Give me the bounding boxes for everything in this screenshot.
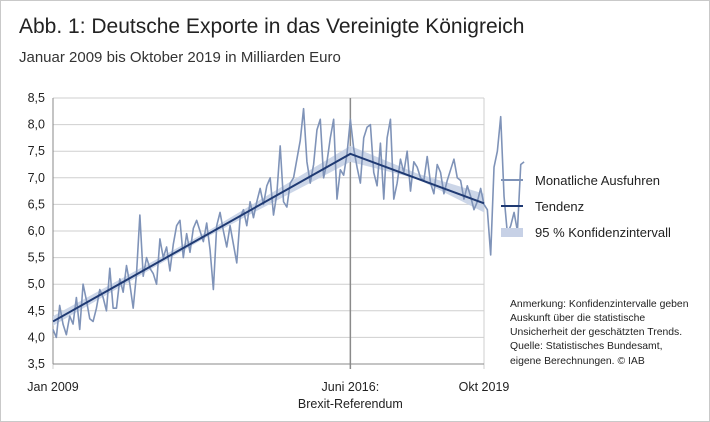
monthly-exports-line <box>52 107 525 339</box>
note-line: eigene Berechnungen. © IAB <box>510 355 645 367</box>
y-tick-label: 4,0 <box>28 330 45 344</box>
legend-label-monthly: Monatliche Ausfuhren <box>535 172 661 188</box>
y-tick-label: 6,0 <box>28 224 45 238</box>
legend-label-ci: 95 % Konfidenzintervall <box>535 224 671 240</box>
y-tick-label: 8,0 <box>28 118 45 132</box>
y-tick-label: 5,0 <box>28 277 45 291</box>
legend-swatch-monthly <box>501 179 523 181</box>
chart-note: Anmerkung: Konfidenzintervalle geben Aus… <box>510 298 705 369</box>
x-tick-label: Jan 2009 <box>27 380 78 394</box>
x-tick-label: Juni 2016: <box>322 380 380 394</box>
legend-label-trend: Tendenz <box>535 198 585 214</box>
y-tick-label: 5,5 <box>28 251 45 265</box>
note-line: Anmerkung: Konfidenzintervalle geben <box>510 299 689 310</box>
legend-item-ci: 95 % Konfidenzintervall <box>501 221 671 243</box>
y-tick-label: 6,5 <box>28 197 45 211</box>
chart-legend: Monatliche Ausfuhren Tendenz 95 % Konfid… <box>501 169 671 247</box>
trend-line <box>52 152 485 323</box>
note-line: Quelle: Statistisches Bundesamt, <box>510 341 663 353</box>
x-tick-label: Brexit-Referendum <box>298 397 403 411</box>
chart-subtitle: Januar 2009 bis Oktober 2019 in Milliard… <box>19 49 341 66</box>
legend-item-monthly: Monatliche Ausfuhren <box>501 169 671 191</box>
chart-title: Abb. 1: Deutsche Exporte in das Vereinig… <box>19 15 525 38</box>
y-tick-label: 7,0 <box>28 171 45 185</box>
legend-swatch-trend <box>501 205 523 207</box>
y-tick-label: 8,5 <box>28 91 45 105</box>
note-line: Auskunft über die statistische <box>510 313 646 325</box>
y-tick-label: 4,5 <box>28 304 45 318</box>
legend-swatch-ci <box>501 227 523 237</box>
note-line: Unsicherheit der geschätzten Trends. <box>510 327 683 339</box>
y-tick-label: 3,5 <box>28 357 45 371</box>
legend-item-trend: Tendenz <box>501 195 671 217</box>
x-tick-label: Okt 2019 <box>459 380 510 394</box>
y-tick-label: 7,5 <box>28 144 45 158</box>
